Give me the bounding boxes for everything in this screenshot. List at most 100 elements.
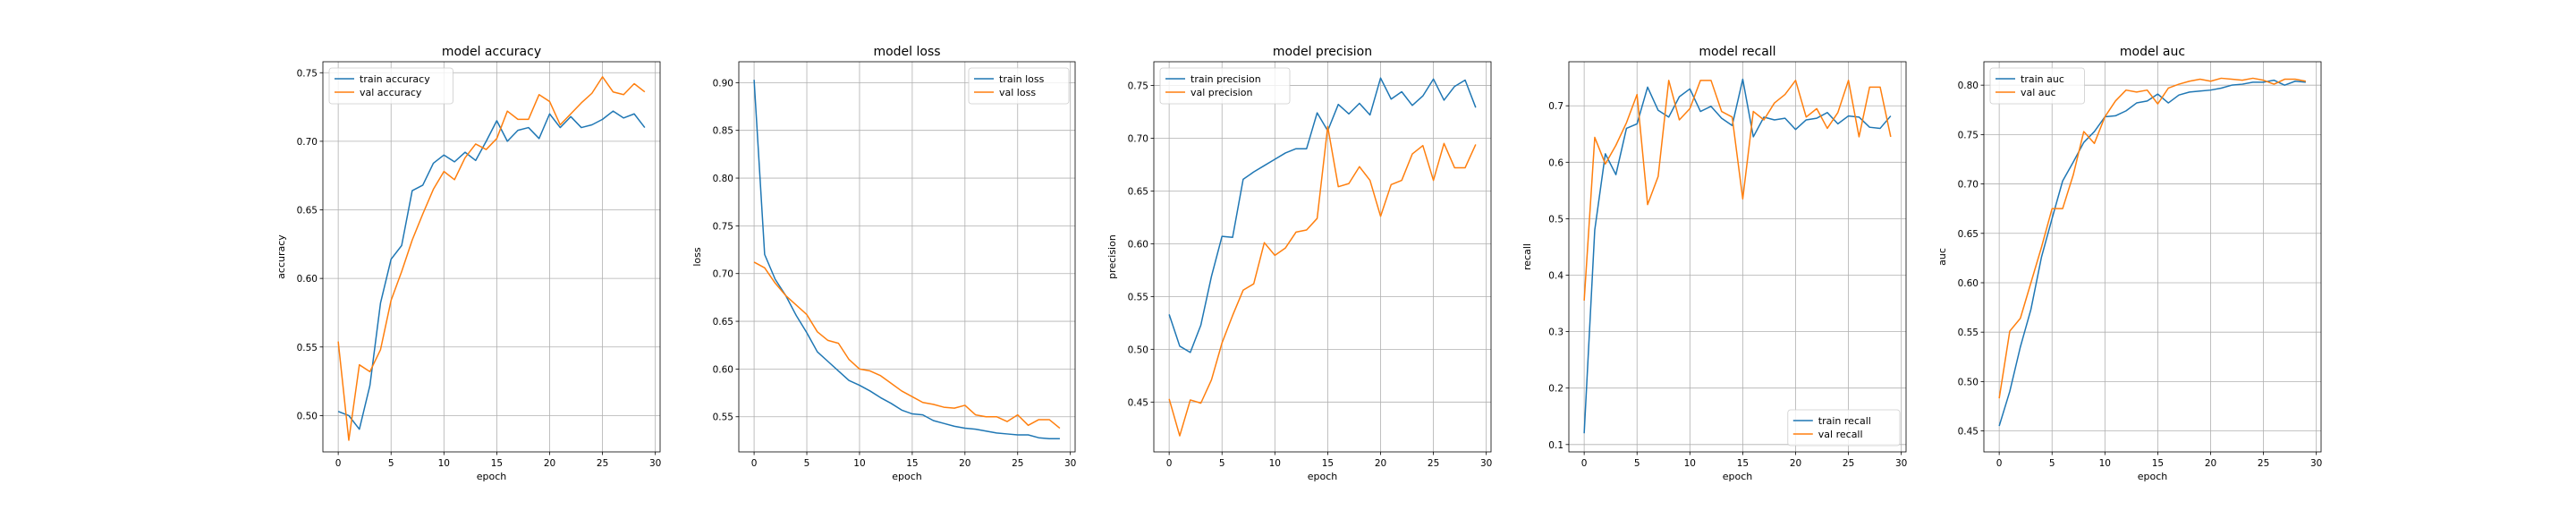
y-axis-label: loss [691,247,703,267]
y-tick-label: 0.80 [713,174,733,184]
x-tick-label: 25 [1843,458,1854,469]
x-tick-label: 0 [1996,458,2003,469]
legend-box [1989,67,2085,105]
y-axis-label: auc [1936,248,1948,266]
y-tick-label: 0.55 [1128,292,1148,302]
series-line-train-precision [1168,77,1477,353]
series-line-train-loss [753,80,1060,440]
x-tick-label: 5 [804,458,810,469]
series-line-val-loss [753,261,1061,430]
axes-frame [738,61,1076,453]
legend: train loss val loss [968,67,1070,105]
y-tick-label: 0.90 [713,78,733,89]
x-tick-label: 10 [1684,458,1696,469]
y-tick-label: 0.65 [297,206,318,217]
legend-box [1787,409,1901,447]
y-tick-label: 0.85 [713,126,733,137]
x-tick-label: 15 [906,458,918,469]
x-tick-label: 20 [1790,458,1801,469]
axes-frame [322,61,661,453]
x-axis-label: epoch [1723,471,1753,482]
x-tick-label: 20 [959,458,970,469]
axes-frame [1568,61,1907,453]
chart-title: model recall [1699,45,1775,59]
series-line-val-precision [1168,125,1477,437]
x-tick-label: 5 [388,458,394,469]
y-tick-label: 0.4 [1548,271,1563,282]
series-line-val-auc [1998,77,2306,399]
y-tick-label: 0.5 [1548,214,1563,225]
y-tick-label: 0.75 [1958,130,1979,140]
series-line-val-recall [1583,80,1892,301]
y-tick-label: 0.2 [1548,384,1563,395]
x-tick-label: 25 [2258,458,2269,469]
x-tick-label: 0 [1581,458,1588,469]
x-tick-label: 25 [1012,458,1023,469]
x-axis-label: epoch [477,471,507,482]
legend-label: train auc [2021,73,2064,85]
y-tick-label: 0.60 [1128,239,1148,250]
model-auc-chart: 0 5 10 15 20 25 30 0.45 0.50 0.55 0.60 0.65 0.70 0.75… [1936,45,2322,482]
y-tick-label: 0.60 [297,274,318,285]
y-tick-label: 0.70 [1128,133,1148,144]
series-line-train-accuracy [337,110,646,430]
legend-box [1159,67,1291,105]
x-tick-label: 15 [1737,458,1749,469]
chart-title: model precision [1273,45,1372,59]
model-precision-chart: 0 5 10 15 20 25 30 0.45 0.50 0.55 0.60 0.65 0.70 0.75… [1106,45,1492,482]
y-tick-label: 0.65 [1958,229,1979,240]
chart-title: model loss [873,45,940,59]
y-tick-label: 0.80 [1958,81,1979,91]
x-tick-label: 0 [335,458,342,469]
legend-label: train recall [1818,415,1871,427]
legend: train precision val precision [1159,67,1291,105]
y-tick-label: 0.60 [713,364,733,375]
legend-label: train loss [999,73,1045,85]
x-tick-label: 20 [544,458,555,469]
legend-label: train precision [1191,73,1261,85]
y-tick-label: 0.55 [713,413,733,423]
x-tick-label: 30 [1895,458,1907,469]
x-tick-label: 10 [438,458,450,469]
series-line-val-accuracy [337,76,646,441]
y-tick-label: 0.70 [297,137,318,148]
chart-title: model accuracy [442,45,541,59]
legend-label: val accuracy [360,87,422,98]
y-axis-label: precision [1106,234,1118,279]
y-tick-label: 0.45 [1128,397,1148,408]
legend: train auc val auc [1989,67,2085,105]
x-tick-label: 15 [1322,458,1334,469]
x-tick-label: 15 [491,458,503,469]
legend-box [328,67,453,105]
x-tick-label: 25 [597,458,608,469]
series-line-train-auc [1998,79,2306,427]
y-axis-label: recall [1521,243,1533,270]
x-axis-label: epoch [2138,471,2168,482]
y-tick-label: 0.65 [1128,186,1148,197]
x-tick-label: 0 [751,458,758,469]
legend: train accuracy val accuracy [328,67,453,105]
x-tick-label: 5 [1219,458,1225,469]
y-tick-label: 0.50 [1128,345,1148,355]
y-tick-label: 0.70 [713,269,733,280]
legend-label: val recall [1818,429,1863,440]
x-tick-label: 20 [1375,458,1386,469]
x-tick-label: 30 [1064,458,1076,469]
x-axis-label: epoch [1308,471,1338,482]
y-axis-label: accuracy [275,234,287,279]
x-tick-label: 20 [2205,458,2216,469]
y-tick-label: 0.6 [1548,157,1563,168]
model-recall-chart: 0 5 10 15 20 25 30 0.1 0.2 0.3 0.4 0.5 0.6 0.7 model r… [1521,45,1907,482]
y-tick-label: 0.75 [1128,81,1148,91]
y-tick-label: 0.45 [1958,427,1979,438]
x-tick-label: 30 [1480,458,1492,469]
x-tick-label: 0 [1166,458,1173,469]
x-tick-label: 5 [2049,458,2055,469]
x-tick-label: 25 [1428,458,1439,469]
y-tick-label: 0.1 [1548,440,1563,451]
y-tick-label: 0.55 [1958,328,1979,338]
y-tick-label: 0.55 [297,343,318,353]
y-tick-label: 0.50 [297,411,318,421]
